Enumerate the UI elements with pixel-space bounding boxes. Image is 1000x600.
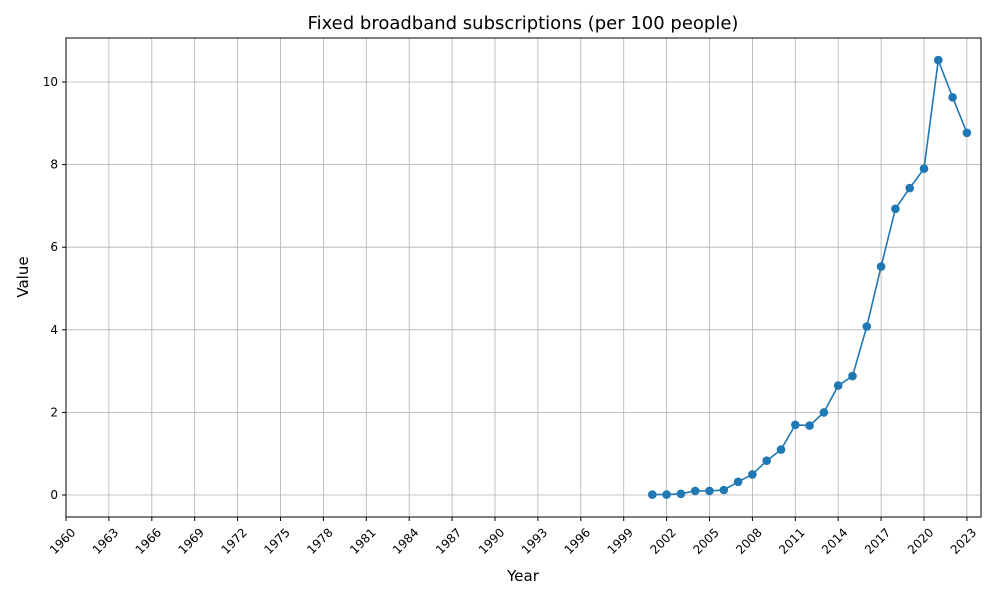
x-tick-label: 1966 (133, 525, 164, 556)
plot-area (648, 55, 972, 499)
data-point (676, 489, 686, 499)
x-tick-label: 2005 (690, 525, 721, 556)
x-tick-label: 1978 (304, 525, 335, 556)
data-point (762, 456, 771, 466)
data-point (805, 421, 814, 430)
data-point (662, 490, 671, 499)
x-tick-label: 1960 (47, 525, 78, 556)
y-tick-label: 10 (43, 75, 58, 89)
x-tick-label: 2023 (948, 525, 979, 556)
x-tick-label: 1999 (605, 525, 636, 556)
data-point (748, 470, 757, 479)
chart-title: Fixed broadband subscriptions (per 100 p… (308, 13, 739, 34)
data-point (862, 322, 872, 331)
x-tick-label: 1981 (347, 525, 378, 556)
x-tick-label: 1984 (390, 525, 421, 556)
axes-frame (65, 37, 982, 518)
data-point (833, 381, 843, 390)
x-tick-label: 2014 (819, 525, 850, 556)
x-tick-label: 1993 (519, 525, 550, 556)
y-tick-label: 4 (50, 323, 58, 337)
data-point (705, 486, 714, 496)
data-point (905, 183, 914, 193)
data-point (876, 262, 886, 271)
y-tick-label: 0 (50, 488, 58, 502)
x-tick-label: 2020 (905, 525, 936, 556)
x-tick-label: 1996 (562, 525, 593, 556)
data-point (962, 128, 972, 138)
data-point (733, 477, 743, 487)
data-point (690, 486, 700, 496)
data-point (919, 164, 929, 173)
grid-lines (65, 38, 981, 517)
y-axis-label: Value (14, 256, 32, 297)
y-axis: 0 2 4 6 8 10 (43, 75, 66, 502)
x-tick-label: 1969 (176, 525, 207, 556)
data-point (648, 490, 657, 499)
x-tick-label: 1963 (90, 525, 121, 556)
x-tick-label: 2011 (776, 525, 807, 556)
data-point (848, 371, 857, 381)
y-tick-label: 2 (50, 405, 58, 419)
x-tick-label: 1987 (433, 525, 464, 556)
x-tick-label: 2008 (733, 525, 764, 556)
data-point (719, 485, 729, 495)
y-tick-label: 6 (50, 240, 58, 254)
x-tick-label: 2002 (647, 525, 678, 556)
data-point (791, 420, 800, 430)
data-point (891, 204, 900, 214)
x-tick-label: 2017 (862, 525, 893, 556)
x-axis-label: Year (506, 567, 540, 585)
data-point (776, 445, 786, 454)
x-tick-label: 1975 (261, 525, 292, 556)
x-tick-label: 1990 (476, 525, 507, 556)
data-point (819, 408, 829, 417)
y-tick-label: 8 (50, 158, 58, 172)
data-point (948, 93, 957, 102)
x-axis: 1960 1963 1966 1969 1972 1975 1978 1981 1984 1987… (47, 517, 979, 557)
x-tick-label: 1972 (218, 525, 249, 556)
data-point (934, 55, 943, 65)
